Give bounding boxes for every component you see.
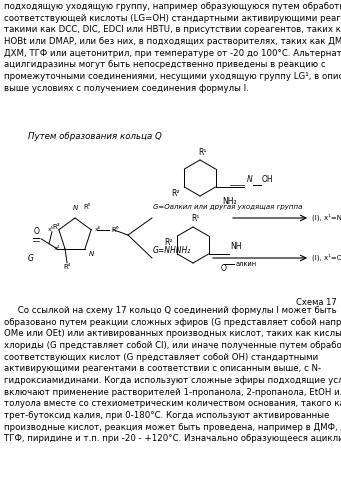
Text: R¹: R¹	[198, 148, 206, 157]
Text: OH: OH	[262, 175, 273, 184]
Text: N: N	[72, 205, 78, 211]
Text: R⁴: R⁴	[63, 264, 71, 270]
Text: G: G	[28, 254, 34, 263]
Text: (I), x¹=O, x²=N, x³=N: (I), x¹=O, x²=N, x³=N	[312, 253, 341, 261]
Text: алкин: алкин	[236, 261, 257, 267]
Text: Схема 17: Схема 17	[296, 298, 337, 307]
Text: R⁵: R⁵	[83, 204, 90, 210]
Text: R²: R²	[171, 189, 179, 198]
Text: (I), x¹=N, x²=O, x³=N: (I), x¹=N, x²=O, x³=N	[312, 213, 341, 221]
Text: N: N	[247, 175, 252, 184]
Text: Со ссылкой на схему 17 кольцо Q соединений формулы I может быть
образовано путем: Со ссылкой на схему 17 кольцо Q соединен…	[4, 306, 341, 443]
Text: R³: R³	[52, 224, 60, 230]
Text: R⁶: R⁶	[111, 227, 119, 233]
Text: NH: NH	[231, 242, 242, 251]
Text: NH₂: NH₂	[222, 197, 237, 206]
Text: Путем образования кольца Q: Путем образования кольца Q	[28, 132, 162, 141]
Text: подходящую уходящую группу, например образующуюся путем обработки in-situ
соотве: подходящую уходящую группу, например обр…	[4, 2, 341, 93]
Text: G=NHNH₂: G=NHNH₂	[153, 246, 191, 255]
Text: O: O	[33, 227, 39, 236]
Text: x⁶: x⁶	[95, 227, 101, 232]
Text: O: O	[221, 264, 226, 273]
Text: R²: R²	[164, 238, 173, 247]
Text: G=Оалкил или другая уходящая группа: G=Оалкил или другая уходящая группа	[153, 204, 302, 210]
Text: x⁵: x⁵	[48, 227, 54, 232]
Text: x⁴: x⁴	[54, 246, 60, 251]
Text: R¹: R¹	[191, 214, 199, 223]
Text: N: N	[89, 251, 94, 257]
